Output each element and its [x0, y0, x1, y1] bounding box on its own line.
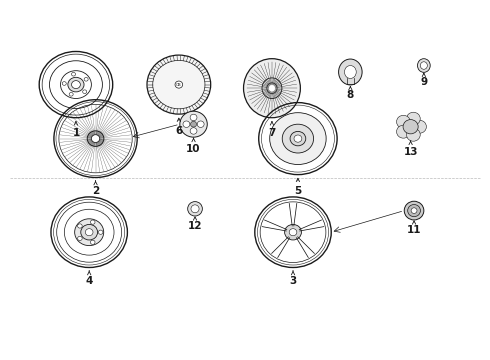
Ellipse shape	[83, 90, 87, 94]
Ellipse shape	[188, 202, 202, 216]
Ellipse shape	[413, 120, 426, 133]
Ellipse shape	[183, 121, 190, 127]
Text: 3: 3	[290, 271, 296, 287]
Ellipse shape	[91, 135, 100, 143]
Ellipse shape	[191, 121, 196, 127]
Ellipse shape	[417, 59, 430, 72]
Text: 2: 2	[92, 181, 99, 197]
Ellipse shape	[408, 204, 420, 217]
Text: 10: 10	[186, 138, 201, 154]
Text: CB: CB	[176, 82, 182, 87]
Ellipse shape	[289, 229, 297, 236]
Text: 12: 12	[188, 217, 202, 231]
Ellipse shape	[262, 78, 282, 99]
Ellipse shape	[290, 131, 306, 146]
Ellipse shape	[267, 83, 277, 94]
Ellipse shape	[282, 124, 314, 153]
Ellipse shape	[407, 112, 420, 125]
Ellipse shape	[294, 135, 302, 142]
Text: 6: 6	[175, 118, 182, 136]
Ellipse shape	[396, 125, 410, 138]
Ellipse shape	[91, 220, 95, 224]
Ellipse shape	[180, 111, 207, 137]
Ellipse shape	[62, 82, 66, 85]
Ellipse shape	[77, 224, 82, 228]
Text: 5: 5	[294, 178, 301, 197]
Ellipse shape	[339, 59, 362, 85]
Ellipse shape	[87, 131, 104, 147]
Ellipse shape	[403, 120, 418, 134]
Ellipse shape	[197, 121, 204, 127]
Ellipse shape	[77, 236, 82, 240]
Text: 4: 4	[85, 271, 93, 287]
Ellipse shape	[411, 208, 417, 213]
Ellipse shape	[72, 81, 80, 89]
Text: 8: 8	[347, 87, 354, 100]
Ellipse shape	[344, 66, 356, 78]
Ellipse shape	[407, 128, 420, 141]
Ellipse shape	[98, 230, 103, 234]
Text: 7: 7	[268, 122, 276, 138]
Ellipse shape	[190, 114, 197, 121]
Ellipse shape	[85, 229, 93, 236]
Text: 1: 1	[73, 122, 79, 138]
Text: 13: 13	[403, 141, 418, 157]
Text: 9: 9	[420, 73, 427, 87]
Ellipse shape	[404, 201, 424, 220]
Ellipse shape	[91, 240, 95, 244]
Ellipse shape	[175, 81, 183, 88]
Text: 11: 11	[407, 221, 421, 235]
Ellipse shape	[68, 77, 84, 92]
Ellipse shape	[244, 59, 300, 118]
Ellipse shape	[191, 205, 199, 213]
Ellipse shape	[153, 60, 205, 109]
Ellipse shape	[74, 219, 104, 246]
Ellipse shape	[81, 224, 98, 240]
Ellipse shape	[270, 113, 326, 165]
Ellipse shape	[69, 93, 73, 96]
Ellipse shape	[396, 115, 410, 128]
Ellipse shape	[190, 128, 197, 134]
Ellipse shape	[72, 72, 75, 76]
Ellipse shape	[147, 55, 211, 114]
Ellipse shape	[420, 62, 427, 69]
Ellipse shape	[285, 224, 301, 240]
Ellipse shape	[84, 77, 88, 81]
